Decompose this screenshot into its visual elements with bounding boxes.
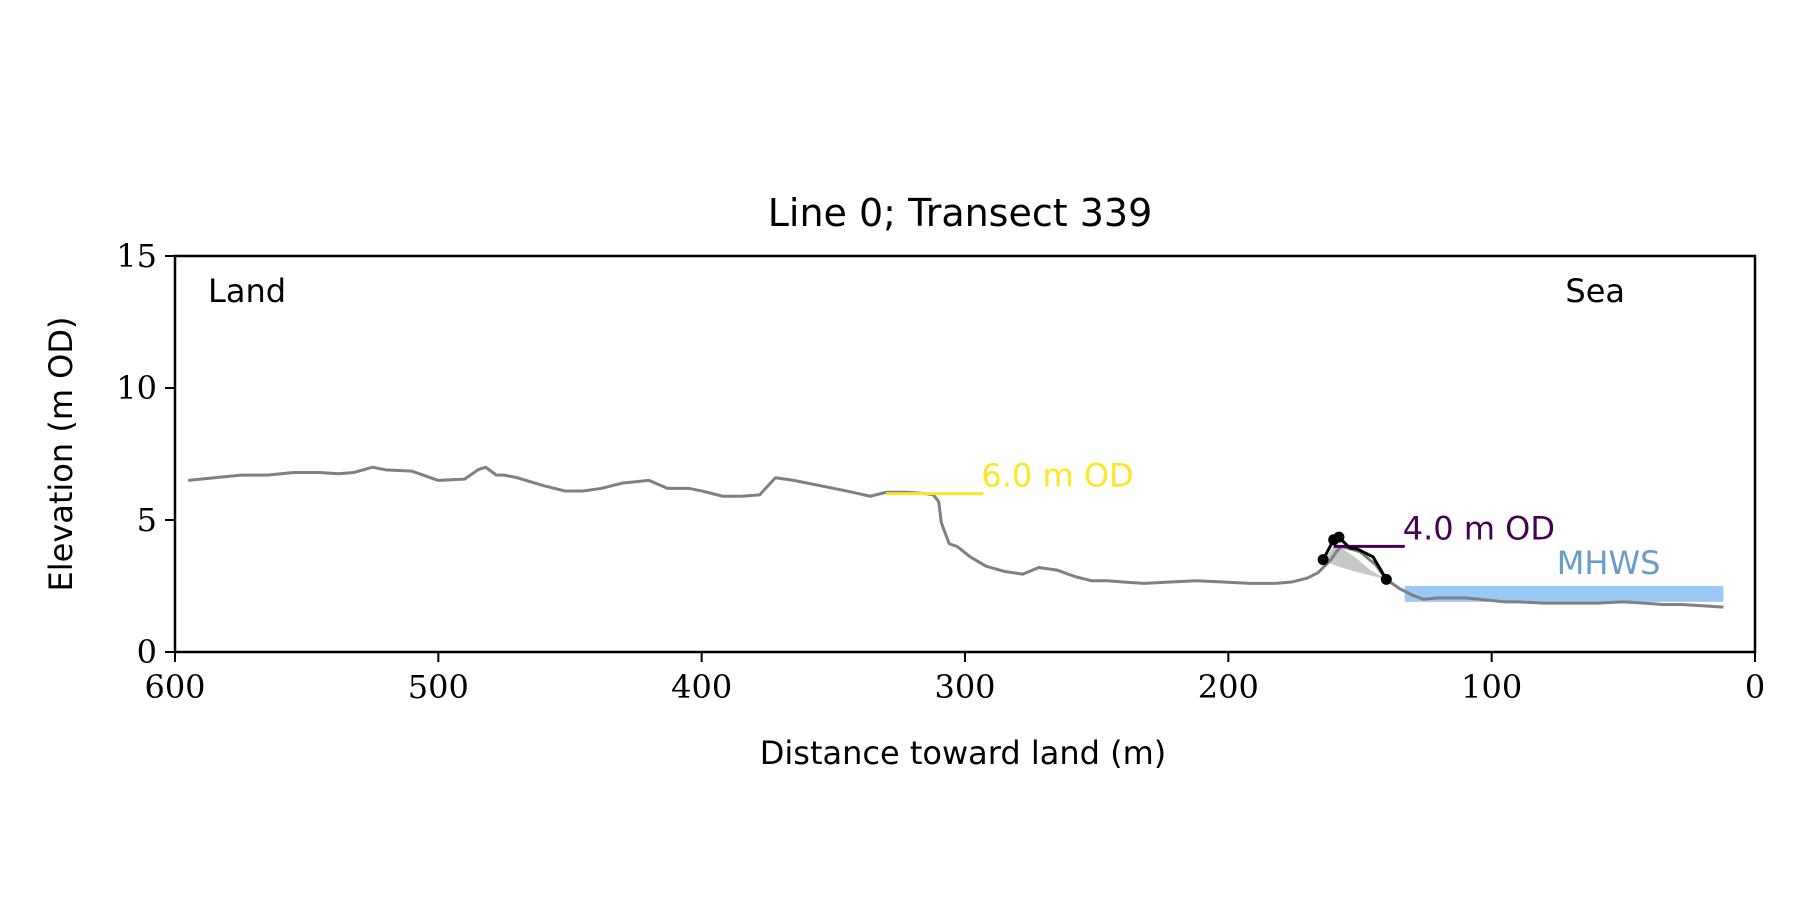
x-axis-label: Distance toward land (m) <box>760 734 1166 772</box>
chart-title: Line 0; Transect 339 <box>768 191 1153 235</box>
x-tick-label: 300 <box>934 668 995 706</box>
y-axis-label: Elevation (m OD) <box>42 317 80 592</box>
mhws-band <box>1404 586 1724 602</box>
x-tick-label: 0 <box>1745 668 1765 706</box>
x-axis: 600 500 400 300 200 100 0 <box>144 652 1765 706</box>
profile-line-0 <box>188 465 1724 609</box>
level-4m-label: 4.0 m OD <box>1403 509 1555 547</box>
x-tick-label: 600 <box>144 668 205 706</box>
y-tick-label: 10 <box>116 369 157 407</box>
feature-marker <box>1380 573 1392 585</box>
x-tick-label: 200 <box>1198 668 1259 706</box>
feature-marker <box>1333 531 1345 543</box>
mhws-label: MHWS <box>1557 544 1661 582</box>
x-tick-label: 100 <box>1461 668 1522 706</box>
x-tick-label: 500 <box>408 668 469 706</box>
sea-label: Sea <box>1565 272 1625 310</box>
y-tick-label: 5 <box>137 501 157 539</box>
land-label: Land <box>208 272 286 310</box>
x-tick-label: 400 <box>671 668 732 706</box>
feature-marker <box>1317 554 1329 566</box>
feature-fill <box>1323 546 1387 580</box>
y-tick-label: 0 <box>137 633 157 671</box>
y-tick-label: 15 <box>116 237 157 275</box>
level-6m-label: 6.0 m OD <box>981 457 1133 495</box>
y-axis: 0 5 10 15 <box>116 237 175 671</box>
